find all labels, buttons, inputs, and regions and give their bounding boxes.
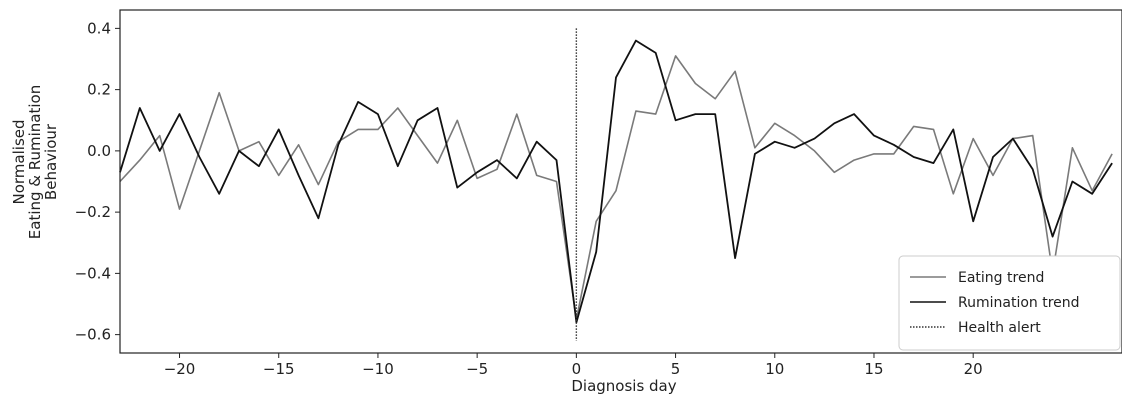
legend: Eating trend Rumination trend Health ale… [898,255,1121,351]
x-tick-label: −15 [263,360,295,378]
y-tick-label: 0.2 [87,81,111,99]
y-axis-title-line-1: Normalised [10,119,28,204]
rumination-trend-line [119,39,1113,324]
y-tick-label: −0.4 [75,264,111,282]
y-axis-ticks: 0.4 0.2 0.0 −0.2 −0.4 −0.6 [75,19,120,344]
legend-eating-label: Eating trend [958,270,1044,286]
legend-rumination-label: Rumination trend [958,295,1080,311]
y-axis-title-line-2: Eating & Rumination [26,85,44,239]
y-tick-label: −0.6 [75,326,111,344]
legend-box [898,255,1121,351]
x-tick-label: −10 [362,360,394,378]
y-axis-title: Normalised Eating & Rumination Behaviour [10,85,60,239]
y-axis-title-line-3: Behaviour [42,123,60,200]
x-tick-label: −5 [466,360,488,378]
legend-health-alert-label: Health alert [958,320,1041,336]
eating-trend-line [119,55,1113,321]
x-tick-label: 5 [671,360,681,378]
x-tick-label: 20 [964,360,983,378]
x-axis-title: Diagnosis day [571,377,676,395]
x-tick-label: 0 [572,360,582,378]
y-tick-label: −0.2 [75,203,111,221]
plot-frame [119,9,1122,354]
y-tick-label: 0.0 [87,142,111,160]
y-tick-label: 0.4 [87,19,111,37]
plot-series [119,39,1113,324]
x-tick-label: −20 [164,360,196,378]
x-axis-ticks: −20 −15 −10 −5 0 5 10 15 20 [164,353,983,378]
x-tick-label: 15 [864,360,883,378]
x-tick-label: 10 [765,360,784,378]
